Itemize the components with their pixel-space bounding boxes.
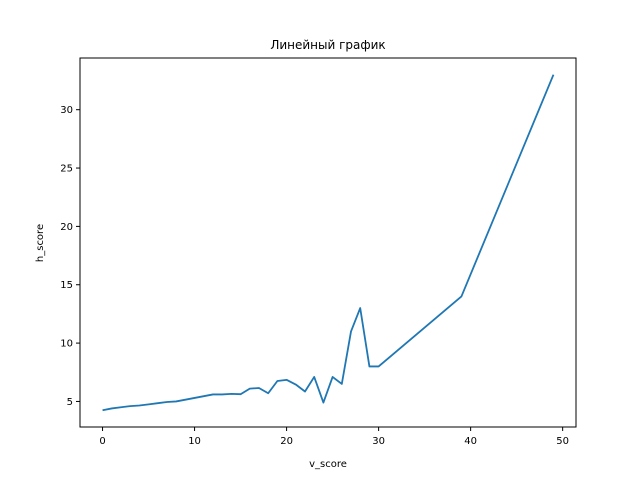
x-tick-label: 30: [372, 436, 385, 447]
chart-title: Линейный график: [270, 38, 385, 52]
y-axis-ticks: 5 10 15 20 25 30: [60, 105, 80, 408]
x-axis-ticks: 0 10 20 30 40 50: [99, 427, 569, 447]
y-tick-label: 15: [60, 280, 73, 291]
y-tick-label: 25: [60, 164, 73, 175]
plot-area: [102, 74, 555, 412]
y-tick-label: 10: [60, 339, 73, 350]
x-tick-label: 20: [280, 436, 293, 447]
x-tick-label: 40: [464, 436, 477, 447]
y-tick-label: 20: [60, 222, 73, 233]
plot-frame: [79, 57, 577, 428]
y-axis-label: h_score: [35, 224, 46, 262]
x-tick-label: 0: [99, 436, 105, 447]
series-line-0: [102, 74, 555, 412]
y-tick-label: 5: [67, 397, 73, 408]
x-tick-label: 10: [188, 436, 201, 447]
y-tick-label: 30: [60, 105, 73, 116]
x-tick-label: 50: [556, 436, 569, 447]
x-axis-label: v_score: [309, 459, 347, 470]
